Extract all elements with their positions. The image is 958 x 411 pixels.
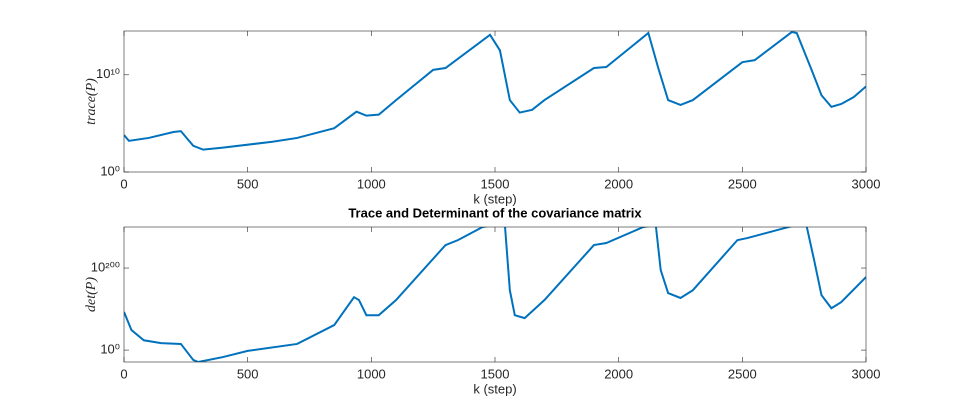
- plot-area: [124, 227, 866, 362]
- x-tick-label: 500: [237, 366, 259, 381]
- y-axis-label: det(P): [84, 277, 99, 312]
- x-tick-label: 500: [237, 176, 259, 191]
- x-tick-label: 2500: [728, 366, 757, 381]
- x-tick-label: 2000: [604, 176, 633, 191]
- x-tick-label: 1000: [357, 366, 386, 381]
- x-tick-label: 1000: [357, 176, 386, 191]
- y-tick-label: 10²⁰⁰: [91, 259, 120, 274]
- plot-area: [124, 31, 866, 172]
- x-axis-label: k (step): [473, 191, 516, 206]
- x-tick-label: 3000: [852, 366, 881, 381]
- data-line: [124, 31, 866, 151]
- x-tick-label: 0: [120, 176, 127, 191]
- data-line: [124, 227, 866, 362]
- y-tick-label: 10¹⁰: [96, 66, 120, 81]
- x-tick-label: 3000: [852, 176, 881, 191]
- x-tick-label: 2500: [728, 176, 757, 191]
- x-tick-label: 2000: [604, 366, 633, 381]
- x-tick-label: 1500: [481, 366, 510, 381]
- x-axis-label: k (step): [473, 381, 516, 396]
- y-axis-label: trace(P): [84, 78, 99, 125]
- x-tick-label: 0: [120, 366, 127, 381]
- y-tick-label: 10⁰: [100, 342, 120, 357]
- chart-title: Trace and Determinant of the covariance …: [348, 205, 642, 220]
- x-tick-label: 1500: [481, 176, 510, 191]
- y-tick-label: 10⁰: [100, 163, 120, 178]
